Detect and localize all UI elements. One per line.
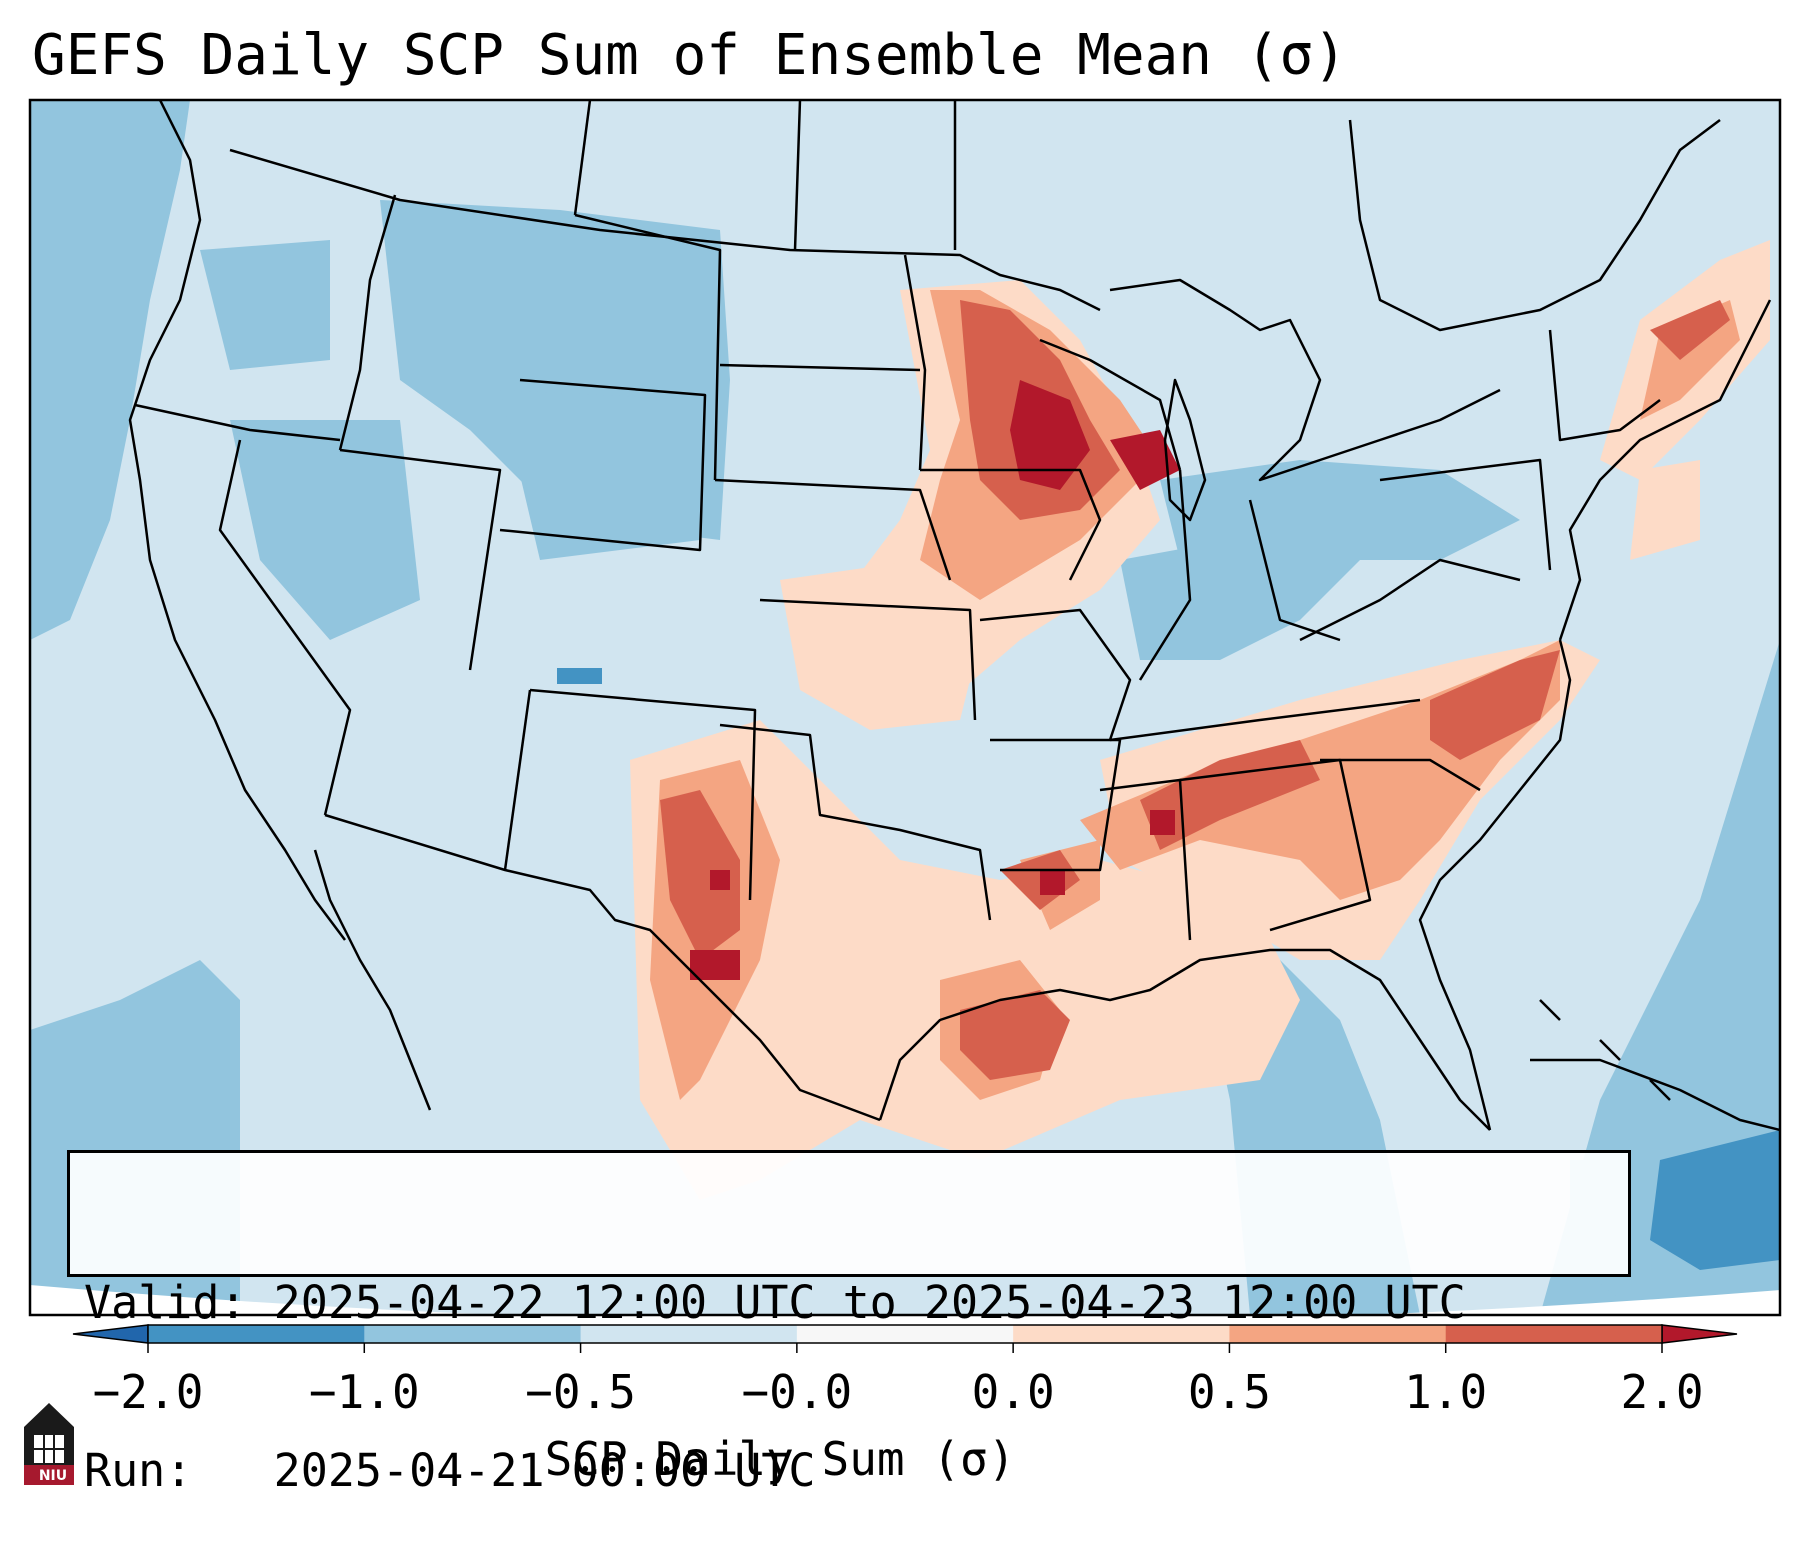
baja-peninsula — [313, 849, 432, 1111]
border-ok-tx — [719, 723, 992, 921]
border-az-nm — [503, 689, 532, 871]
colorbar-tick-label: −2.0 — [92, 1365, 204, 1419]
border-ia — [920, 468, 1102, 581]
border-sd-ne — [714, 478, 952, 581]
colorbar-tick-label: −0.5 — [525, 1365, 636, 1419]
niu-logo — [24, 1403, 74, 1485]
border-nd-sd — [719, 363, 921, 372]
colorbar-label: SCP Daily Sum (σ) — [544, 1432, 1016, 1486]
border-id-mt — [338, 194, 397, 451]
run-value: 2025-04-21 00:00 UTC — [273, 1444, 816, 1497]
coastline-west — [128, 100, 346, 941]
political-borders — [128, 100, 1780, 1132]
great-lakes — [1109, 278, 1501, 482]
border-ga-fl — [1179, 758, 1372, 932]
valid-line: Valid: 2025-04-22 12:00 UTC to 2025-04-2… — [84, 1275, 1614, 1331]
border-wi-mi — [1039, 338, 1182, 471]
colorbar-tick-label: −1.0 — [308, 1365, 420, 1419]
border-oh — [1248, 499, 1341, 642]
border-va-wv — [1299, 558, 1521, 642]
positive-anomaly-regions — [630, 240, 1770, 1200]
run-label: Run: — [84, 1444, 193, 1497]
border-canada-east — [1348, 119, 1721, 332]
map-title: GEFS Daily SCP Sum of Ensemble Mean (σ) — [32, 23, 1347, 88]
border-mn — [903, 254, 927, 471]
bahamas — [1539, 999, 1671, 1101]
border-tn-ky — [1109, 698, 1421, 742]
valid-run-info-box: Valid: 2025-04-22 12:00 UTC to 2025-04-2… — [67, 1150, 1631, 1497]
border-dakota-canada — [793, 100, 957, 251]
canada-border — [229, 148, 1101, 312]
colorbar-tick-label: 1.0 — [1404, 1365, 1488, 1419]
border-pa-ny — [1379, 458, 1552, 571]
map-frame — [28, 98, 1782, 1317]
border-nv-ut — [339, 448, 502, 671]
border-ne-ks — [759, 598, 977, 721]
northeast-coast — [1558, 299, 1772, 641]
projection-edge — [30, 1285, 1780, 1315]
map-panel — [28, 98, 1782, 1317]
border-wa-or — [134, 403, 341, 442]
border-mo — [979, 608, 1132, 741]
colorbar-tick-label: −0.0 — [741, 1365, 853, 1419]
border-new-england — [1548, 329, 1661, 442]
border-nc-sc — [1320, 758, 1481, 792]
border-co-nm — [529, 688, 757, 901]
border-ar-la — [990, 738, 1122, 872]
run-line: Run: 2025-04-21 00:00 UTC — [84, 1443, 1614, 1499]
colorbar-tick-label: 0.5 — [1187, 1365, 1271, 1419]
valid-label: Valid: — [84, 1276, 247, 1329]
cuba — [1530, 1058, 1780, 1132]
florida-atlantic — [1418, 639, 1572, 1131]
border-mt-dakotas — [574, 213, 722, 481]
mexico-border — [324, 813, 881, 1122]
colorbar-tick-label: 2.0 — [1620, 1365, 1704, 1419]
border-or-ca-nv — [218, 439, 352, 816]
gulf-coast — [878, 948, 1491, 1131]
colorbar-tick-label: 0.0 — [971, 1365, 1055, 1419]
valid-value: 2025-04-22 12:00 UTC to 2025-04-23 12:00… — [273, 1276, 1466, 1329]
logo-text: NIU — [38, 1468, 68, 1484]
strong-negative-regions — [557, 668, 1780, 1270]
lake-michigan — [1163, 378, 1207, 522]
border-mt-canada — [573, 100, 592, 216]
border-wy-co — [499, 378, 707, 552]
